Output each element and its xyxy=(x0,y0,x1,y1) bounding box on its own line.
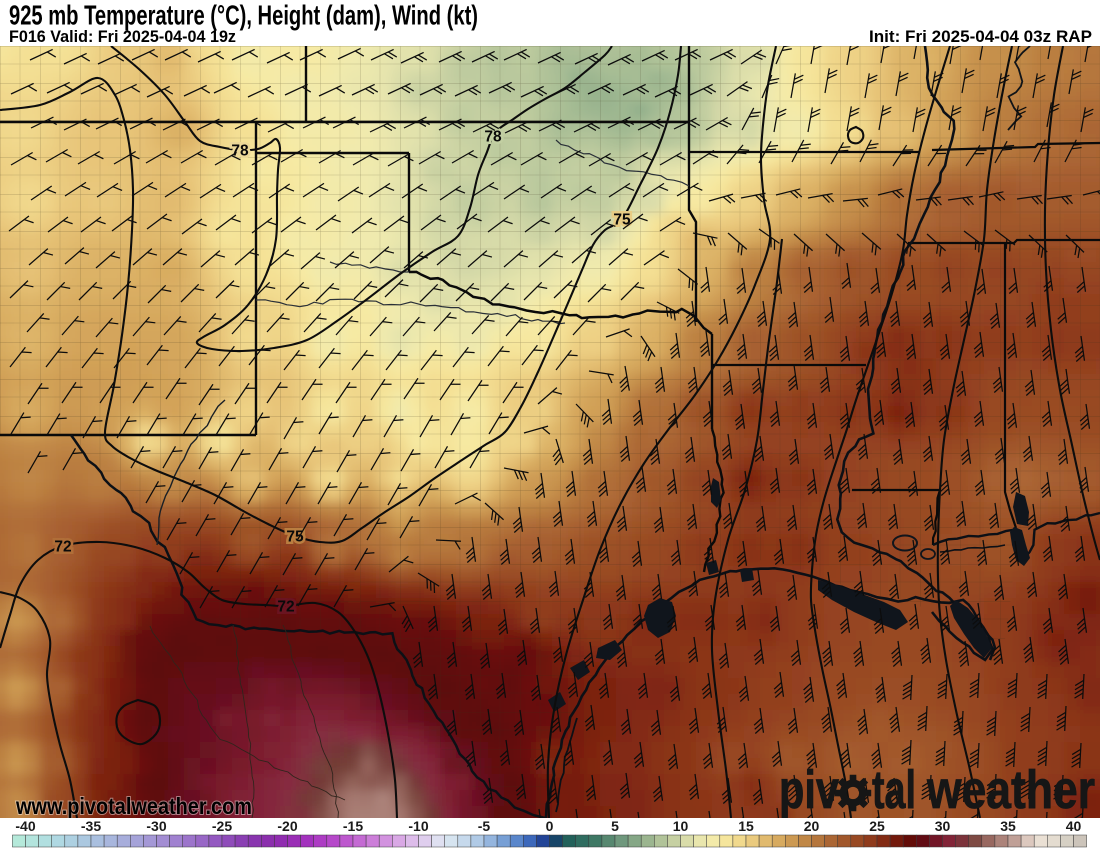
svg-text:925 mb Temperature (°C), Heigh: 925 mb Temperature (°C), Height (dam), W… xyxy=(9,0,478,30)
svg-text:-25: -25 xyxy=(212,818,232,834)
svg-text:30: 30 xyxy=(935,818,951,834)
svg-text:10: 10 xyxy=(673,818,689,834)
svg-text:Init: Fri 2025-04-04 03z RAP: Init: Fri 2025-04-04 03z RAP xyxy=(869,28,1092,46)
svg-text:F016 Valid: Fri 2025-04-04 19z: F016 Valid: Fri 2025-04-04 19z xyxy=(9,28,236,46)
svg-text:0: 0 xyxy=(546,818,554,834)
svg-text:15: 15 xyxy=(738,818,754,834)
svg-text:40: 40 xyxy=(1066,818,1082,834)
svg-text:25: 25 xyxy=(869,818,885,834)
svg-text:-20: -20 xyxy=(277,818,297,834)
svg-text:-30: -30 xyxy=(146,818,166,834)
svg-text:-40: -40 xyxy=(15,818,35,834)
svg-text:35: 35 xyxy=(1000,818,1016,834)
svg-text:-35: -35 xyxy=(81,818,101,834)
svg-text:5: 5 xyxy=(611,818,619,834)
svg-text:-15: -15 xyxy=(343,818,363,834)
svg-text:-5: -5 xyxy=(478,818,491,834)
svg-text:-10: -10 xyxy=(408,818,428,834)
svg-text:20: 20 xyxy=(804,818,820,834)
